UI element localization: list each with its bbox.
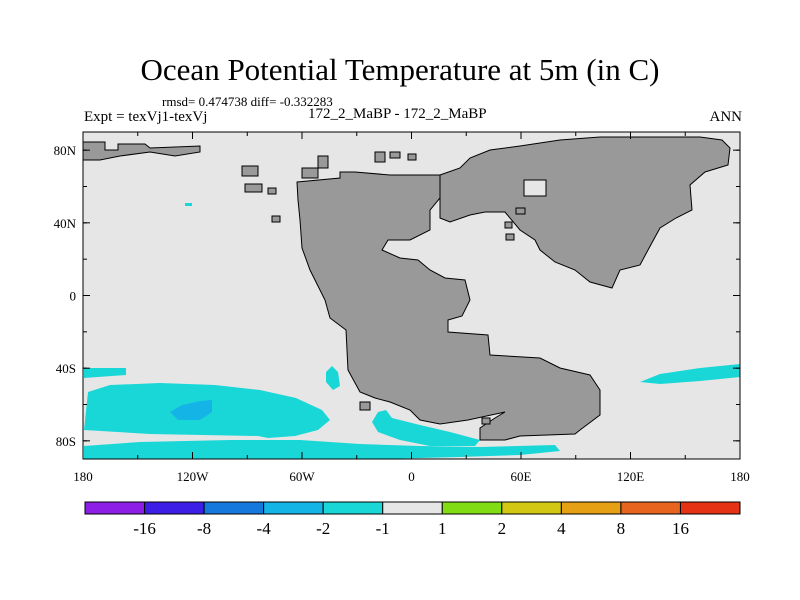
anomaly-contours bbox=[84, 203, 740, 459]
stats-label: rmsd= 0.474738 diff= -0.332283 bbox=[162, 94, 333, 109]
anomaly-south-atlantic bbox=[372, 410, 480, 446]
x-tick-label: 0 bbox=[408, 469, 415, 484]
x-tick-label: 60E bbox=[511, 469, 532, 484]
colorbar-label: -1 bbox=[376, 519, 390, 538]
colorbar-label: -4 bbox=[257, 519, 272, 538]
land-arctic-island-6 bbox=[241, 165, 259, 177]
inland-lake bbox=[523, 179, 547, 197]
land-island-14 bbox=[481, 417, 491, 425]
colorbar-swatch bbox=[322, 501, 384, 515]
x-tick-label: 120W bbox=[177, 469, 210, 484]
land-east-continent bbox=[439, 136, 731, 289]
colorbar-swatch bbox=[501, 501, 562, 515]
x-tick-label: 120E bbox=[617, 469, 645, 484]
y-tick-label: 0 bbox=[70, 289, 77, 304]
x-tick-label: 60W bbox=[289, 469, 315, 484]
anomaly-east-pacific bbox=[640, 364, 740, 384]
colorbar-swatch bbox=[263, 501, 324, 515]
land-arctic-island-5 bbox=[301, 167, 319, 179]
colorbar-swatch bbox=[560, 501, 622, 515]
colorbar-label: 1 bbox=[438, 519, 447, 538]
y-ticks: 80N 40N 0 40S 80S bbox=[54, 143, 740, 449]
map-panel: 180 120W 60W 0 60E 120E 180 80N 40N 0 40S 80S bbox=[54, 131, 750, 484]
land-island-12 bbox=[515, 207, 526, 215]
colorbar-label: 4 bbox=[557, 519, 566, 538]
period-label: ANN bbox=[709, 109, 743, 125]
y-tick-label: 40S bbox=[56, 361, 76, 376]
colorbar-swatch bbox=[382, 501, 443, 515]
land-arctic-island-4 bbox=[317, 155, 329, 169]
land-arctic-island-8 bbox=[267, 187, 277, 195]
colorbar-swatch bbox=[679, 501, 741, 515]
colorbar-swatch bbox=[620, 501, 681, 515]
y-tick-label: 40N bbox=[54, 216, 77, 231]
anomaly-tiny-patch bbox=[185, 203, 192, 206]
colorbar: -16 -8 -4 -2 -1 1 2 4 8 16 bbox=[84, 501, 741, 538]
land-west-arctic-fragment bbox=[82, 141, 201, 161]
land-masks bbox=[82, 136, 731, 441]
y-tick-label: 80S bbox=[56, 434, 76, 449]
colorbar-swatch bbox=[144, 501, 205, 515]
colorbar-label: 8 bbox=[617, 519, 626, 538]
land-arctic-island-2 bbox=[389, 151, 401, 159]
anomaly-small-patch bbox=[326, 366, 340, 390]
land-main-continent bbox=[296, 171, 601, 441]
colorbar-swatch bbox=[84, 501, 146, 515]
land-arctic-island-3 bbox=[407, 153, 417, 161]
colorbar-label: 2 bbox=[498, 519, 507, 538]
land-island-9 bbox=[271, 215, 281, 223]
anomaly-south-ocean-strip bbox=[84, 440, 560, 459]
map-title: Ocean Potential Temperature at 5m (in C) bbox=[140, 52, 660, 87]
colorbar-swatch bbox=[203, 501, 265, 515]
colorbar-swatch bbox=[441, 501, 503, 515]
anomaly-core bbox=[170, 400, 212, 420]
case-label: 172_2_MaBP - 172_2_MaBP bbox=[308, 106, 487, 122]
land-arctic-island-7 bbox=[244, 183, 263, 193]
colorbar-label: -2 bbox=[316, 519, 330, 538]
land-island-13 bbox=[359, 401, 371, 411]
y-tick-label: 80N bbox=[54, 143, 77, 158]
experiment-label: Expt = texVj1-texVj bbox=[84, 109, 208, 125]
x-tick-label: 180 bbox=[73, 469, 93, 484]
land-island-11 bbox=[505, 233, 515, 241]
colorbar-label: 16 bbox=[672, 519, 689, 538]
colorbar-label: -8 bbox=[197, 519, 211, 538]
land-arctic-island-1 bbox=[374, 151, 386, 163]
x-ticks: 180 120W 60W 0 60E 120E 180 bbox=[73, 132, 750, 484]
land-island-10 bbox=[504, 221, 513, 229]
colorbar-label: -16 bbox=[133, 519, 156, 538]
x-tick-label: 180 bbox=[730, 469, 750, 484]
